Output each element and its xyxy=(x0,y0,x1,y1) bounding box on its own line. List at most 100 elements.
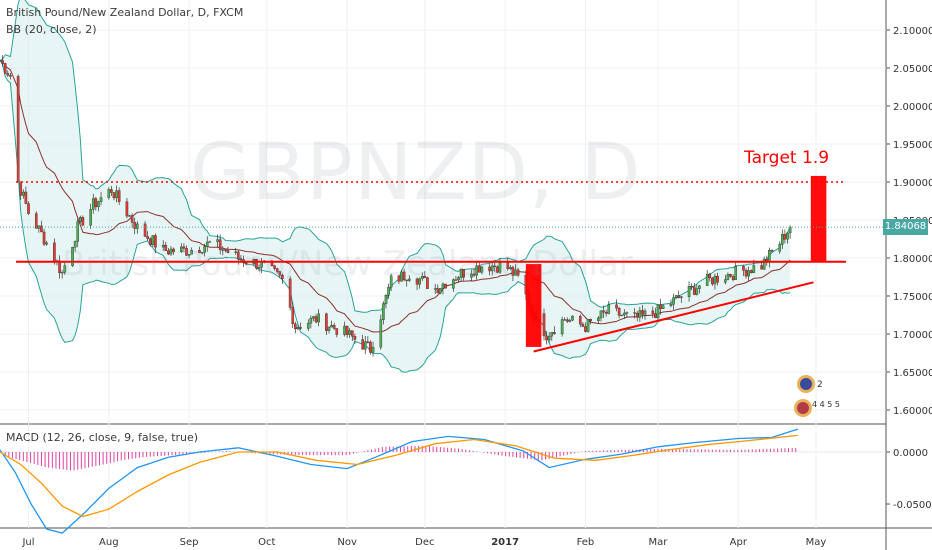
candle-body xyxy=(216,239,219,242)
candle-body xyxy=(516,269,520,276)
indicator-label-macd[interactable]: MACD (12, 26, close, 9, false, true) xyxy=(6,431,199,444)
candle-body xyxy=(161,244,165,248)
candle-body xyxy=(387,286,390,296)
candle-body xyxy=(786,232,789,240)
x-tick-label: May xyxy=(806,537,827,548)
x-tick-label: Apr xyxy=(730,537,748,548)
candle-body xyxy=(1,60,4,64)
candle-body xyxy=(654,313,657,319)
candle-body xyxy=(597,317,600,322)
candle-body xyxy=(760,265,763,270)
measure-box-height[interactable] xyxy=(525,264,542,347)
candle-body xyxy=(778,244,782,252)
y-tick-label: 1.60000 xyxy=(893,406,932,417)
y-tick-label: 1.90000 xyxy=(893,178,932,189)
candle-body xyxy=(509,267,512,269)
chart-title[interactable]: British Pound/New Zealand Dollar, D, FXC… xyxy=(6,6,244,19)
candle-body xyxy=(146,236,149,239)
candle-body xyxy=(9,75,12,77)
macd-pane xyxy=(0,428,886,534)
candle-body xyxy=(459,269,463,278)
candle-body xyxy=(659,304,662,309)
macd-y-tick-label: -0.0500 xyxy=(893,500,932,511)
candle-body xyxy=(164,244,168,252)
candle-body xyxy=(638,310,642,318)
y-tick-label: 1.70000 xyxy=(893,330,932,341)
candle-body xyxy=(744,270,748,277)
candle-body xyxy=(656,304,660,319)
candle-body xyxy=(418,278,421,285)
candle-body xyxy=(71,247,74,266)
candle-body xyxy=(705,273,709,287)
candle-body xyxy=(148,238,152,245)
annotations[interactable] xyxy=(0,175,886,353)
candle-body xyxy=(81,217,85,226)
candle-body xyxy=(749,270,753,273)
candle-body xyxy=(369,341,372,353)
candle-body xyxy=(599,310,603,319)
candle-body xyxy=(472,273,476,276)
candle-body xyxy=(475,265,478,276)
candle-body xyxy=(255,259,258,269)
candle-body xyxy=(190,250,193,255)
candle-body xyxy=(477,265,481,273)
candle-body xyxy=(752,265,756,273)
candle-body xyxy=(353,335,357,340)
candle-body xyxy=(24,191,28,204)
candle-body xyxy=(400,271,403,282)
candle-body xyxy=(296,327,300,330)
candle-body xyxy=(420,276,424,279)
candle-body xyxy=(669,304,673,306)
candle-body xyxy=(511,267,515,276)
ideas-badge[interactable]: 2 4 4 5 5 xyxy=(792,374,840,420)
candle-body xyxy=(125,201,129,217)
candle-body xyxy=(314,316,318,323)
candle-body xyxy=(312,316,315,319)
candle-body xyxy=(16,76,20,183)
candle-body xyxy=(571,315,574,321)
candle-body xyxy=(690,286,693,288)
indicator-label-bb[interactable]: BB (20, close, 2) xyxy=(6,23,97,36)
candle-body xyxy=(547,335,551,341)
candle-body xyxy=(363,341,367,350)
measure-box-target[interactable] xyxy=(810,175,827,262)
candle-body xyxy=(42,231,46,245)
candle-body xyxy=(788,226,792,234)
candle-body xyxy=(79,217,82,222)
candle-body xyxy=(288,278,292,308)
candle-body xyxy=(107,189,111,198)
candle-body xyxy=(143,223,147,237)
candle-body xyxy=(180,246,183,252)
candle-body xyxy=(99,197,103,202)
candle-body xyxy=(708,273,712,279)
candle-body xyxy=(34,213,38,229)
candle-body xyxy=(172,248,175,252)
y-tick-label: 1.75000 xyxy=(893,292,932,303)
candle-body xyxy=(309,317,313,324)
trendline[interactable] xyxy=(533,281,814,353)
candle-body xyxy=(783,234,787,240)
candle-body xyxy=(345,325,349,335)
candle-body xyxy=(218,239,222,250)
candle-body xyxy=(330,325,333,328)
candle-body xyxy=(187,253,191,256)
candle-body xyxy=(6,73,10,76)
x-tick-label: Feb xyxy=(577,537,595,548)
x-tick-label: Sep xyxy=(180,537,199,548)
candle-body xyxy=(405,279,409,281)
x-tick-label: Dec xyxy=(415,537,434,548)
candle-body xyxy=(426,277,429,289)
candle-body xyxy=(607,304,611,314)
candle-body xyxy=(379,319,383,348)
candle-body xyxy=(169,248,173,255)
candle-body xyxy=(439,288,442,294)
candle-body xyxy=(371,346,375,353)
watermark-name: British Pound/New Zealand Dollar xyxy=(62,244,633,284)
target-label: Target 1.9 xyxy=(744,148,830,168)
current-price-badge: 1.84068 xyxy=(883,219,928,235)
candle-body xyxy=(299,327,302,329)
x-tick-label: 2017 xyxy=(491,537,519,548)
candle-body xyxy=(366,341,370,343)
candle-body xyxy=(332,325,336,329)
